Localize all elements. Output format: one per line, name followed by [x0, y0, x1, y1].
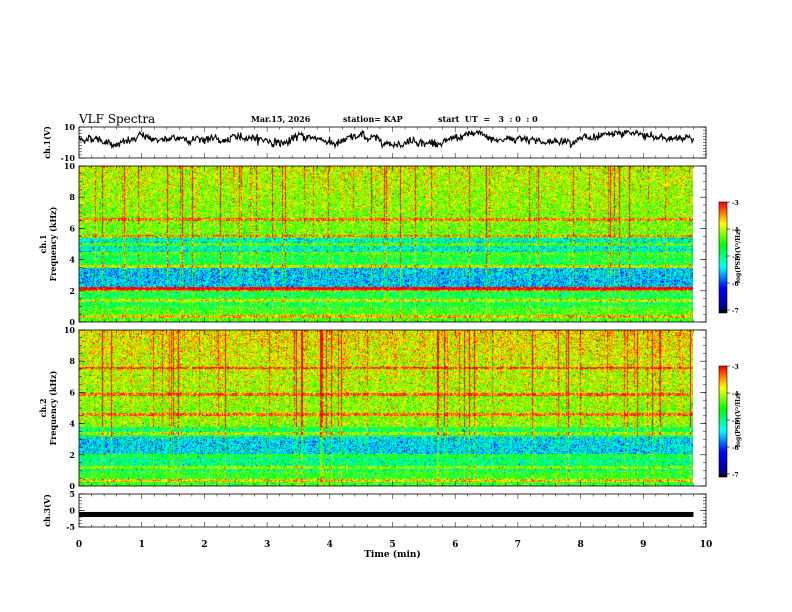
time-tick-label: 4 [327, 540, 333, 550]
ch2-colorbar-floor [719, 474, 727, 477]
ch2-spec-tick-label: 8 [69, 356, 75, 366]
time-tick-label: 8 [577, 540, 583, 550]
ch2-colorbar-tick-label: -6 [732, 445, 739, 452]
ch2-colorbar-frame [718, 365, 728, 478]
ch1-spec-tick-label: 10 [64, 161, 76, 171]
ch2-spec-tick-label: 0 [69, 481, 75, 491]
ch1-spec-tick-label: 8 [69, 192, 75, 202]
time-tick-label: 0 [76, 540, 82, 550]
time-tick-label: 5 [389, 540, 395, 550]
ch1-spec-tick-label: 0 [69, 317, 75, 327]
ch1-colorbar-tick-label: -7 [732, 308, 739, 315]
ch2-spec-tick-label: 6 [69, 387, 75, 397]
ch2-colorbar-gradient [719, 366, 727, 474]
date-label: Mar.15, 2026 [251, 114, 311, 124]
time-tick-label: 6 [452, 540, 458, 550]
start-ut-label: start UT = 3 : 0 : 0 [438, 114, 538, 124]
time-tick-label: 2 [201, 540, 207, 550]
ch3-wave-tick-label: 5 [69, 489, 75, 499]
ch1-colorbar-tick-label: -5 [732, 254, 739, 261]
axes-layer [78, 126, 730, 528]
spectrogram-layer [79, 166, 727, 486]
ch3-wave-ylabel: ch.3(V) [42, 494, 52, 527]
ch1-colorbar-frame [718, 201, 728, 314]
ch2-colorbar-label: log(PSD)(V²/Hz) [735, 393, 742, 448]
ch2-spec-ylabel-channel: ch.2 [38, 398, 48, 417]
chart-title: VLF Spectra [79, 112, 156, 126]
ch2-spec-tick-label: 4 [69, 419, 75, 429]
ch1-spectrogram-image [79, 166, 693, 322]
ch1-colorbar-gradient [719, 202, 727, 310]
ch2-spec-ylabel-frequency: Frequency (kHz) [48, 370, 58, 445]
ch1-spec-tick-label: 6 [69, 223, 75, 233]
ch3-waveform-line [79, 511, 694, 517]
ch3-wave-tick-label: 0 [69, 506, 75, 516]
ch1-wave-tick-label: -10 [61, 153, 76, 163]
ch2-colorbar-tick-label: -4 [732, 391, 739, 398]
ch1-colorbar-floor [719, 310, 727, 313]
ch1-colorbar-label: log(PSD)(V²/Hz) [735, 229, 742, 284]
ch1-colorbar-tick-label: -4 [732, 227, 739, 234]
ch1-spec-ylabel-frequency: Frequency (kHz) [48, 206, 58, 281]
ch1-spec-ylabel-channel: ch.1 [38, 234, 48, 253]
ch2-spec-tick-label: 2 [69, 450, 75, 460]
ch1-wave-ylabel: ch.1(V) [42, 126, 52, 159]
ch2-spec-tick-label: 10 [64, 325, 76, 335]
x-axis-label: Time (min) [364, 549, 421, 560]
ch1-colorbar-tick-label: -6 [732, 281, 739, 288]
ch1-waveform-line [78, 128, 695, 150]
ch1-colorbar-tick-label: -3 [732, 200, 739, 207]
time-tick-label: 7 [515, 540, 521, 550]
station-label: station= KAP [343, 114, 403, 124]
ch2-spectrogram-image [79, 330, 693, 486]
ch1-spec-tick-label: 4 [69, 255, 75, 265]
ch1-spec-tick-label: 2 [69, 286, 75, 296]
time-tick-label: 10 [700, 540, 713, 550]
time-tick-label: 9 [640, 540, 646, 550]
ch2-colorbar-tick-label: -3 [732, 364, 739, 371]
time-tick-label: 3 [264, 540, 270, 550]
waveform-layer [78, 128, 695, 517]
ch2-colorbar-tick-label: -7 [732, 472, 739, 479]
time-tick-label: 1 [139, 540, 145, 550]
ch3-wave-tick-label: -5 [66, 522, 75, 532]
ch2-colorbar-tick-label: -5 [732, 418, 739, 425]
ch1-wave-tick-label: 10 [64, 122, 76, 132]
